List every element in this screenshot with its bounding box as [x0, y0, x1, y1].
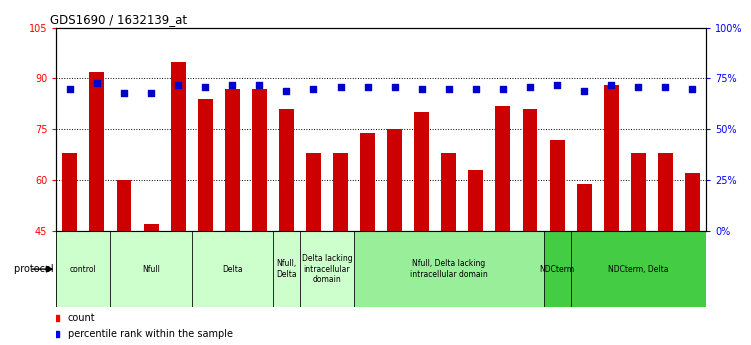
Text: Nfull: Nfull [142, 265, 160, 274]
Point [64, 86, 76, 91]
FancyBboxPatch shape [110, 231, 192, 307]
Point [118, 90, 130, 96]
Point [497, 86, 509, 91]
Bar [62, 153, 77, 231]
Bar [360, 133, 375, 231]
Point [605, 82, 617, 87]
Point [172, 82, 184, 87]
Text: control: control [70, 265, 97, 274]
Point [551, 82, 563, 87]
Point [470, 86, 482, 91]
Text: Delta lacking
intracellular
domain: Delta lacking intracellular domain [302, 254, 352, 284]
Bar [143, 224, 158, 231]
Bar [442, 153, 457, 231]
Point [524, 84, 536, 89]
Point [659, 84, 671, 89]
Point [199, 84, 211, 89]
Bar [388, 129, 402, 231]
Text: NDCterm, Delta: NDCterm, Delta [608, 265, 668, 274]
Bar [577, 184, 592, 231]
FancyBboxPatch shape [544, 231, 571, 307]
Bar [604, 85, 619, 231]
Text: Delta: Delta [222, 265, 243, 274]
FancyBboxPatch shape [192, 231, 273, 307]
Bar [333, 153, 348, 231]
Point [578, 88, 590, 93]
Text: protocol: protocol [14, 264, 56, 274]
Bar [198, 99, 213, 231]
Point [145, 90, 157, 96]
Point [334, 84, 346, 89]
Point [226, 82, 238, 87]
Point [416, 86, 428, 91]
Bar [685, 174, 700, 231]
Text: percentile rank within the sample: percentile rank within the sample [68, 329, 233, 339]
Bar [469, 170, 484, 231]
Point [307, 86, 319, 91]
Bar [631, 153, 646, 231]
Text: count: count [68, 313, 95, 323]
Bar [225, 89, 240, 231]
Bar [306, 153, 321, 231]
Bar [415, 112, 429, 231]
FancyBboxPatch shape [273, 231, 300, 307]
Bar [658, 153, 673, 231]
Point [280, 88, 292, 93]
Text: Nfull,
Delta: Nfull, Delta [276, 259, 297, 279]
Bar [170, 61, 185, 231]
Bar [252, 89, 267, 231]
FancyBboxPatch shape [56, 231, 110, 307]
Bar [116, 180, 131, 231]
Bar [89, 72, 104, 231]
Text: GDS1690 / 1632139_at: GDS1690 / 1632139_at [50, 13, 187, 27]
FancyBboxPatch shape [354, 231, 544, 307]
FancyBboxPatch shape [300, 231, 354, 307]
Point [91, 80, 103, 85]
Bar [550, 139, 565, 231]
Point [686, 86, 698, 91]
Text: Nfull, Delta lacking
intracellular domain: Nfull, Delta lacking intracellular domai… [410, 259, 487, 279]
Point [253, 82, 265, 87]
Bar [523, 109, 538, 231]
Point [389, 84, 401, 89]
Point [632, 84, 644, 89]
Point [443, 86, 455, 91]
Point [361, 84, 373, 89]
FancyBboxPatch shape [571, 231, 706, 307]
Text: NDCterm: NDCterm [539, 265, 575, 274]
Bar [279, 109, 294, 231]
Bar [496, 106, 511, 231]
